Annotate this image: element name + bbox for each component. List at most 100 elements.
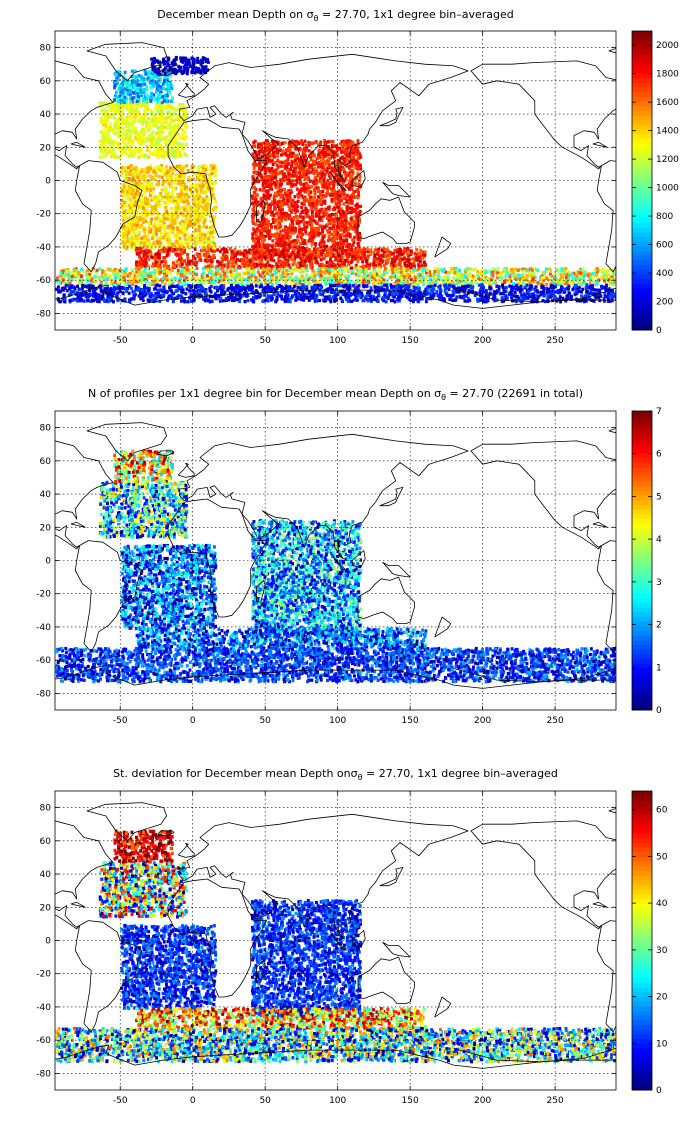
data-cell — [125, 115, 129, 119]
data-cell — [179, 69, 183, 73]
data-cell — [252, 156, 256, 160]
data-cell — [311, 255, 315, 260]
data-cell — [345, 238, 349, 242]
data-cell — [349, 217, 353, 221]
data-cell — [353, 224, 357, 228]
data-cell — [117, 134, 121, 139]
data-cell — [279, 209, 283, 213]
data-cell — [358, 233, 362, 238]
data-cell — [140, 79, 144, 84]
data-cell — [298, 147, 302, 151]
data-cell — [141, 133, 145, 137]
data-cell — [154, 167, 158, 172]
data-cell — [134, 192, 138, 196]
data-cell — [129, 215, 132, 219]
data-cell — [254, 241, 258, 245]
data-cell — [180, 189, 183, 193]
data-cell — [113, 131, 116, 136]
data-cell — [322, 179, 326, 184]
data-cell — [333, 191, 337, 195]
data-cell — [344, 143, 347, 148]
data-cell — [153, 58, 157, 62]
data-cell — [123, 95, 127, 100]
data-cell — [134, 115, 138, 119]
data-cell — [174, 133, 178, 137]
data-cell — [129, 199, 133, 203]
data-cell — [109, 115, 113, 119]
data-cell — [382, 254, 385, 259]
data-cell — [166, 174, 170, 178]
data-cell — [139, 88, 142, 92]
data-cell — [298, 225, 301, 229]
data-cell — [158, 120, 161, 124]
data-cell — [198, 241, 202, 245]
data-cell — [199, 226, 203, 230]
data-cell — [257, 170, 261, 174]
data-cell — [377, 254, 381, 259]
data-cell — [278, 191, 282, 195]
data-cell — [160, 196, 164, 201]
data-cell — [301, 163, 305, 167]
data-cell — [273, 191, 277, 195]
data-cell — [123, 192, 127, 196]
data-cell — [212, 224, 215, 228]
data-cell — [157, 68, 160, 72]
data-cell — [269, 232, 273, 237]
data-cell — [357, 190, 360, 195]
data-cell — [332, 219, 336, 224]
data-cell — [173, 139, 177, 144]
data-cell — [412, 261, 416, 265]
data-cell — [330, 169, 334, 173]
data-cell — [313, 219, 317, 224]
data-cell — [254, 197, 258, 202]
data-cell — [133, 203, 137, 208]
data-cell — [163, 167, 167, 171]
data-cell — [282, 152, 286, 156]
data-cell — [167, 85, 170, 90]
data-cell — [162, 68, 166, 72]
data-cell — [181, 231, 185, 236]
data-cell — [197, 206, 200, 210]
data-cell — [168, 91, 171, 95]
data-cell — [326, 166, 330, 170]
data-cell — [126, 197, 130, 201]
data-cell — [177, 143, 181, 148]
data-cell — [350, 186, 354, 190]
data-cell — [155, 240, 159, 244]
panel-mean-depth: December mean Depth on σθ = 27.70, 1x1 d… — [36, 8, 679, 346]
data-cell — [150, 137, 154, 142]
data-cell — [143, 176, 147, 180]
data-cell — [151, 209, 155, 214]
data-cell — [269, 170, 273, 174]
data-cell — [278, 143, 282, 147]
data-cell — [145, 144, 149, 149]
data-cell — [211, 244, 215, 248]
data-cell — [299, 181, 302, 185]
data-cell — [134, 126, 137, 130]
data-cell — [342, 188, 345, 192]
data-cell — [357, 156, 360, 161]
data-cell — [171, 194, 175, 198]
data-cell — [164, 120, 168, 124]
data-cell — [117, 99, 121, 104]
data-cell — [340, 221, 344, 225]
data-cell — [169, 128, 173, 132]
data-cell — [292, 169, 295, 174]
data-cell — [335, 161, 339, 165]
data-cell — [185, 114, 188, 118]
data-cell — [150, 217, 154, 221]
data-cell — [318, 171, 322, 176]
data-cell — [125, 91, 128, 95]
data-cell — [163, 237, 167, 241]
data-cell — [164, 192, 168, 197]
data-cell — [271, 200, 274, 204]
data-cell — [356, 242, 360, 246]
data-cell — [142, 184, 146, 188]
data-cell — [245, 252, 249, 256]
data-cell — [135, 95, 139, 99]
data-cell — [126, 192, 130, 197]
data-cell — [276, 223, 280, 227]
data-cell — [295, 153, 299, 158]
data-cell — [197, 220, 200, 225]
data-cell — [192, 63, 196, 67]
